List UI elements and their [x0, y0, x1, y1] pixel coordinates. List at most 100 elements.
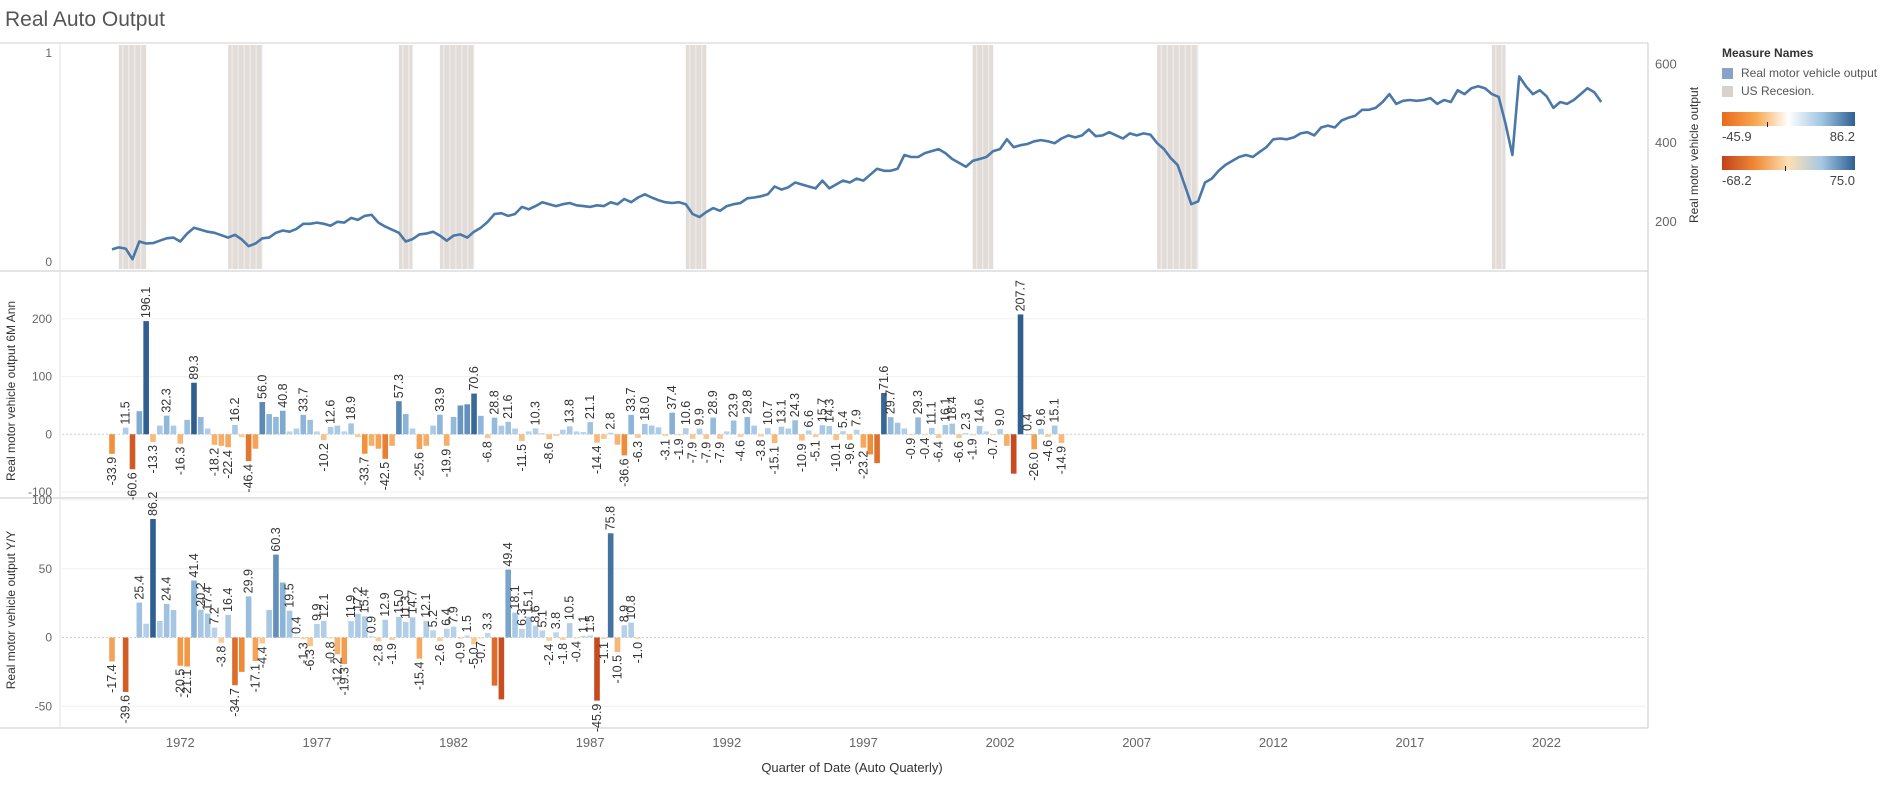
- bar: [587, 635, 593, 638]
- bar: [560, 637, 566, 640]
- bar: [607, 432, 614, 435]
- y-tick-label: 1: [45, 46, 52, 60]
- bar: [238, 434, 245, 438]
- bar-label-6m: 11.1: [925, 401, 939, 424]
- bar: [300, 414, 307, 435]
- bar-label-6m: 10.3: [529, 401, 543, 425]
- bar: [252, 434, 259, 449]
- bar-label-yy: 6.4: [440, 608, 454, 625]
- bar-label-yy: -1.3: [296, 642, 310, 664]
- bar: [717, 434, 723, 439]
- bar: [799, 434, 805, 441]
- bar: [601, 434, 607, 439]
- bar: [266, 414, 272, 435]
- y-tick-label: 0: [45, 427, 52, 441]
- bar-label-yy: 5.1: [535, 610, 549, 627]
- bar: [737, 434, 744, 437]
- bar-label-yy: -19.3: [337, 667, 351, 696]
- recession-band: [118, 45, 147, 269]
- bar: [915, 417, 921, 435]
- y-tick-label: 200: [32, 312, 52, 326]
- bar-label-yy: 16.4: [221, 588, 235, 612]
- y-tick-label: 100: [32, 493, 52, 507]
- bar-label-6m: -3.8: [754, 439, 768, 461]
- bar-label-6m: 24.3: [788, 393, 802, 417]
- bar-label-6m: 207.7: [1014, 280, 1028, 311]
- bar-label-6m: -4.6: [733, 440, 747, 462]
- bar-label-6m: -1.9: [672, 438, 686, 460]
- bar-label-yy: 29.9: [242, 569, 256, 593]
- bar-label-yy: -2.4: [542, 644, 556, 666]
- bar: [163, 415, 170, 435]
- bar-label-6m: 7.9: [850, 409, 864, 426]
- bar-label-6m: 6.6: [802, 410, 816, 427]
- bar-label-yy: -2.6: [433, 644, 447, 666]
- bar-label-6m: 29.7: [884, 390, 898, 414]
- bar-label-yy: 17.2: [351, 586, 365, 610]
- bar-label-yy: -0.7: [474, 641, 488, 663]
- x-tick-label: 1977: [302, 735, 331, 750]
- bar: [389, 637, 395, 641]
- y-tick-label: 100: [32, 370, 52, 384]
- bar: [375, 637, 382, 642]
- bar: [881, 392, 887, 435]
- bar-label-yy: 12.1: [317, 593, 331, 617]
- bar-label-yy: -4.4: [255, 647, 269, 669]
- bar-label-6m: -19.9: [440, 449, 454, 478]
- bar-label-6m: -3.1: [658, 439, 672, 461]
- legend-item-recession[interactable]: US Recesion.: [1722, 82, 1892, 100]
- y-tick-label: 0: [45, 631, 52, 645]
- bar: [423, 620, 430, 638]
- x-axis-label: Quarter of Date (Auto Quaterly): [761, 760, 942, 775]
- bar: [771, 434, 778, 444]
- bar: [928, 427, 935, 435]
- bar-label-6m: -33.9: [105, 457, 119, 486]
- bar-label-yy: 1.5: [460, 615, 474, 632]
- bar-label-6m: 16.2: [228, 398, 242, 422]
- bar-label-yy: 17.4: [201, 586, 215, 610]
- bar-label-6m: 12.6: [324, 400, 338, 424]
- bar: [1058, 434, 1065, 443]
- bar: [170, 610, 177, 638]
- gradient-zero-marker: [1785, 166, 1786, 171]
- bar: [245, 434, 252, 462]
- bar: [969, 434, 976, 436]
- bar-label-yy: 15.1: [522, 589, 536, 613]
- recession-bands: [118, 45, 1506, 269]
- bar: [601, 637, 607, 640]
- bar-label-yy: 3.3: [481, 613, 495, 630]
- bar-label-yy: 8.6: [529, 605, 543, 622]
- legend-item-output[interactable]: Real motor vehicle output: [1722, 64, 1892, 82]
- bar: [211, 434, 218, 445]
- bar-label-6m: -7.9: [686, 442, 700, 464]
- bar: [683, 428, 689, 435]
- bar-label-6m: 33.7: [624, 387, 638, 411]
- bar: [573, 431, 580, 435]
- bar: [300, 637, 307, 640]
- bar-label-yy: 86.2: [146, 492, 160, 516]
- bar: [409, 617, 416, 638]
- bar: [423, 434, 430, 446]
- bar: [218, 637, 225, 643]
- bar-label-yy: 14.7: [406, 590, 420, 614]
- bar: [252, 637, 259, 662]
- bar-label-6m: -60.6: [125, 472, 139, 501]
- bar: [860, 434, 867, 448]
- bar: [566, 426, 573, 435]
- bar: [805, 430, 812, 435]
- bar: [320, 620, 327, 638]
- bar-label-6m: 71.6: [877, 366, 891, 390]
- bar-label-6m: -8.6: [542, 442, 556, 464]
- bar: [232, 424, 238, 435]
- bar: [320, 434, 327, 441]
- recession-band: [1491, 45, 1506, 269]
- bar-label-6m: -14.9: [1055, 446, 1069, 475]
- bar: [676, 434, 682, 436]
- bar-label-yy: 25.4: [132, 575, 146, 599]
- bar-label-6m: -7.9: [713, 442, 727, 464]
- bar: [122, 427, 129, 435]
- bar: [662, 434, 669, 437]
- bar: [163, 603, 170, 638]
- bar: [218, 434, 225, 446]
- bar: [409, 428, 416, 435]
